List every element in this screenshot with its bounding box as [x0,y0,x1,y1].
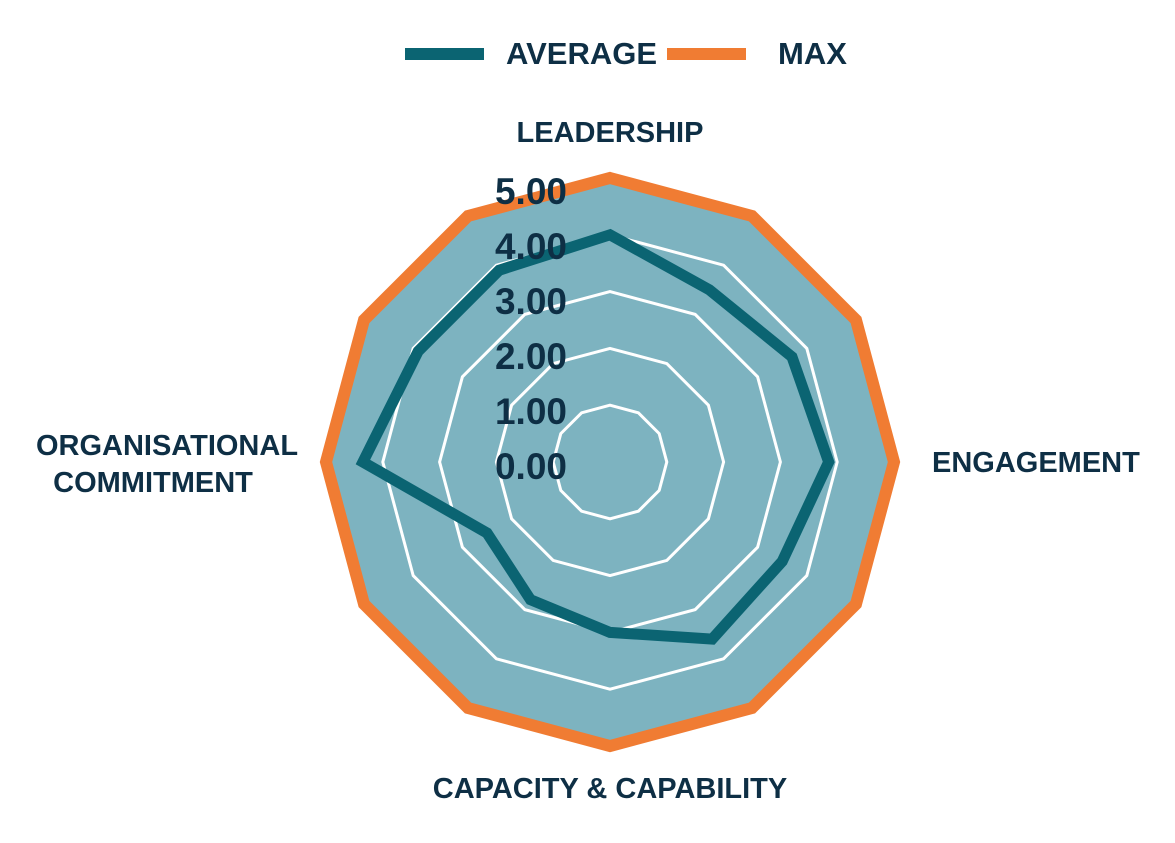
series-average-line [355,228,835,645]
axis-label-organisational-commitment: ORGANISATIONAL COMMITMENT [36,430,298,499]
tick-labels: 0.00 1.00 2.00 3.00 4.00 5.00 [495,171,567,487]
legend-label-average: AVERAGE [506,36,657,71]
tick-label-3: 3.00 [495,281,567,322]
axis-label-capacity-capability: CAPACITY & CAPABILITY [433,773,787,805]
axis-labels: LEADERSHIP ENGAGEMENT CAPACITY & CAPABIL… [36,117,1140,805]
tick-label-1: 1.00 [495,391,567,432]
axis-label-engagement: ENGAGEMENT [932,447,1140,479]
tick-label-0: 0.00 [495,446,567,487]
grid-ring-4 [381,233,839,691]
series-max-area [319,171,901,753]
legend-label-max: MAX [778,36,847,71]
tick-label-2: 2.00 [495,336,567,377]
grid-ring-1 [551,403,669,521]
legend: AVERAGE MAX [405,36,847,71]
tick-label-4: 4.00 [495,226,567,267]
grid-ring-2 [494,346,726,578]
axis-label-leadership: LEADERSHIP [517,117,704,149]
tick-label-5: 5.00 [495,171,567,212]
